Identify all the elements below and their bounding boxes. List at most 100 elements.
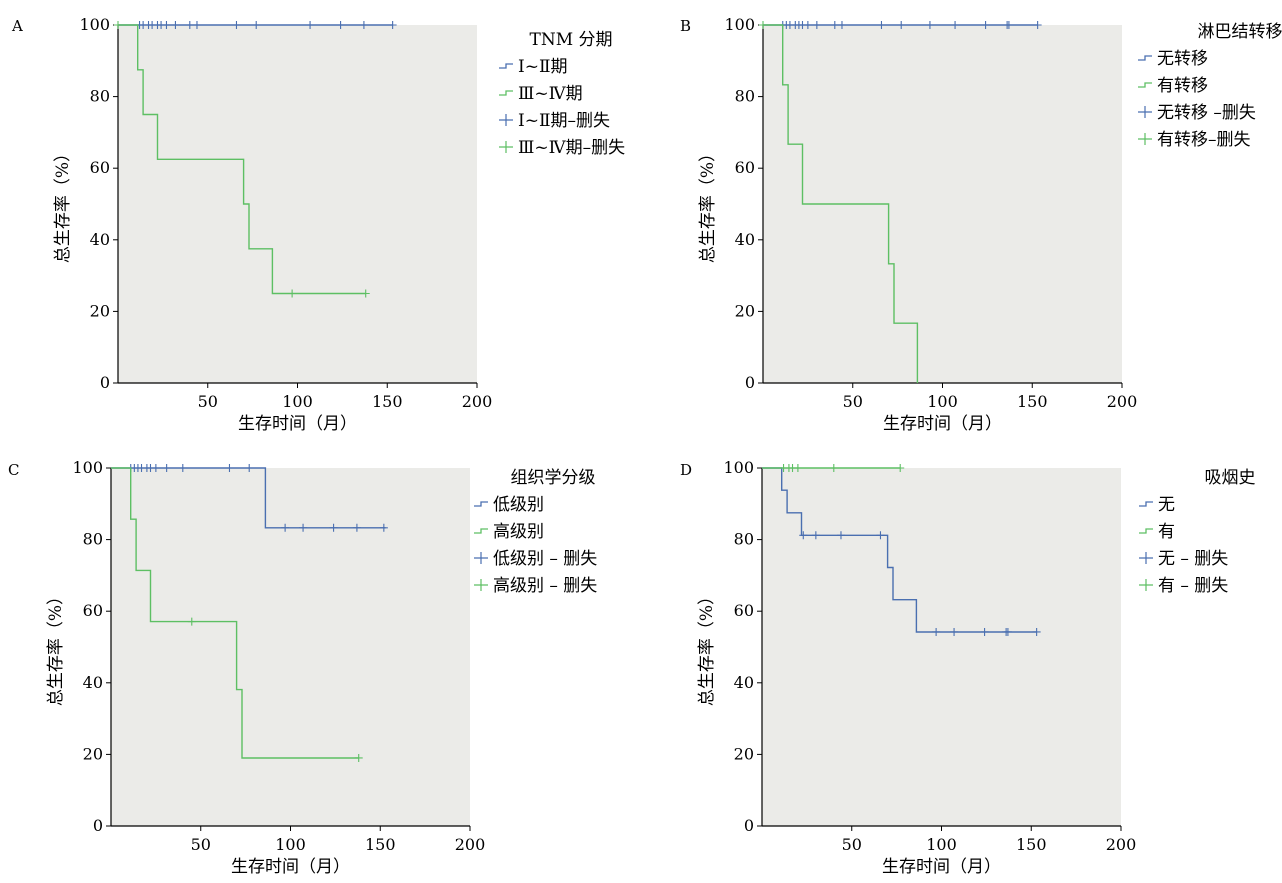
y-axis-label: 总生存率（%） [698,145,718,263]
censor-mark [812,21,821,29]
x-axis-label: 生存时间（月） [231,857,350,877]
legend-title: TNM 分期 [529,30,612,50]
censor-mark [759,21,767,29]
censor-mark [925,21,934,29]
y-tick-label: 20 [83,744,103,763]
legend-entry: Ⅰ~Ⅱ期–删失 [518,111,610,131]
x-tick-label: 100 [275,835,306,854]
legend-swatch-line [474,501,488,507]
censor-mark [799,531,808,540]
censor-mark [388,21,397,29]
x-axis-label: 生存时间（月） [882,857,1001,877]
survival-curve-2 [118,24,366,295]
y-tick-label: 80 [735,87,755,106]
panel-letter: C [8,461,19,479]
censor-mark [1032,627,1041,636]
censor-mark [1003,627,1012,636]
legend-title: 组织学分级 [511,468,596,488]
x-tick-label: 150 [1017,392,1048,411]
x-tick-label: 200 [455,835,486,854]
censor-mark [354,753,363,762]
y-tick-label: 80 [90,87,110,106]
censor-mark [162,21,171,29]
censor-mark [185,21,194,29]
y-tick-label: 20 [734,744,754,763]
censor-mark [299,523,308,532]
x-tick-label: 100 [927,392,958,411]
y-tick-label: 60 [90,158,110,177]
legend-swatch-cross [1138,133,1152,145]
legend-entry: 低级别 [493,495,544,515]
censor-mark [192,21,201,29]
legend-entry: 有转移 [1157,76,1208,96]
panel-letter: B [680,17,691,35]
legend-swatch-cross [499,141,513,153]
y-tick-label: 80 [734,530,754,549]
y-tick-label: 100 [723,458,754,477]
y-tick-label: 0 [93,816,103,835]
censor-mark [151,464,160,472]
y-tick-label: 40 [734,673,754,692]
censor-mark [359,21,368,29]
censor-mark [793,464,802,472]
legend-swatch-line [499,90,513,96]
legend-swatch-cross [474,579,488,591]
y-tick-label: 100 [724,15,755,34]
legend-entry: 无转移 –删失 [1157,103,1256,123]
censor-mark [1033,21,1042,29]
censor-mark [281,523,290,532]
legend-swatch-cross [499,114,513,126]
censor-mark [876,531,885,540]
x-tick-label: 50 [198,392,218,411]
censor-mark [252,21,261,29]
censor-mark [232,21,241,29]
legend-swatch-cross [1138,106,1152,118]
y-tick-label: 80 [83,530,103,549]
x-tick-label: 200 [462,392,493,411]
censor-mark [830,21,839,29]
y-axis-label: 总生存率（%） [46,588,66,706]
y-axis-label: 总生存率（%） [697,588,717,706]
y-tick-label: 60 [735,158,755,177]
legend-entry: Ⅰ~Ⅱ期 [518,57,568,77]
legend-entry: 有 [1158,522,1175,542]
legend-entry: 高级别 – 删失 [493,576,597,596]
legend-entry: Ⅲ~Ⅳ期 [518,84,583,104]
censor-mark [896,464,905,472]
censor-mark [950,627,959,636]
censor-mark [829,464,838,472]
y-tick-label: 0 [745,373,755,392]
plot-area [111,468,470,826]
censor-mark [379,523,388,532]
legend-swatch-line [1139,528,1153,534]
x-tick-label: 100 [282,392,313,411]
censor-mark [811,531,820,540]
censor-mark [836,531,845,540]
plot-area [762,468,1121,826]
y-tick-label: 40 [735,230,755,249]
panel-b: B 0 20 40 60 80 100 50 100 150 200 生存时间（月） 总生存率（%） 淋巴… [680,15,1282,434]
censor-mark [352,523,361,532]
y-axis-label: 总生存率（%） [53,145,73,263]
legend-swatch-line [1138,55,1152,61]
censor-mark [1004,21,1013,29]
x-tick-label: 50 [842,835,862,854]
censor-mark [329,523,338,532]
panel-d: D 0 20 40 60 80 100 50 100 150 200 生存时间（月） 总生存率（%） 吸烟… [680,458,1256,877]
survival-curve-2 [111,467,359,759]
legend-title: 淋巴结转移 [1198,22,1282,42]
censor-mark [171,21,180,29]
survival-curve-1 [111,467,386,529]
censor-mark [288,289,297,298]
x-tick-label: 200 [1106,835,1137,854]
legend-entry: 有 – 删失 [1158,576,1228,596]
survival-curve-2 [763,24,919,383]
legend-entry: 高级别 [493,522,544,542]
y-tick-label: 20 [735,301,755,320]
legend-swatch-cross [1139,552,1153,564]
legend-title: 吸烟史 [1205,468,1256,488]
y-tick-label: 60 [734,601,754,620]
censor-mark [178,464,187,472]
y-tick-label: 0 [100,373,110,392]
